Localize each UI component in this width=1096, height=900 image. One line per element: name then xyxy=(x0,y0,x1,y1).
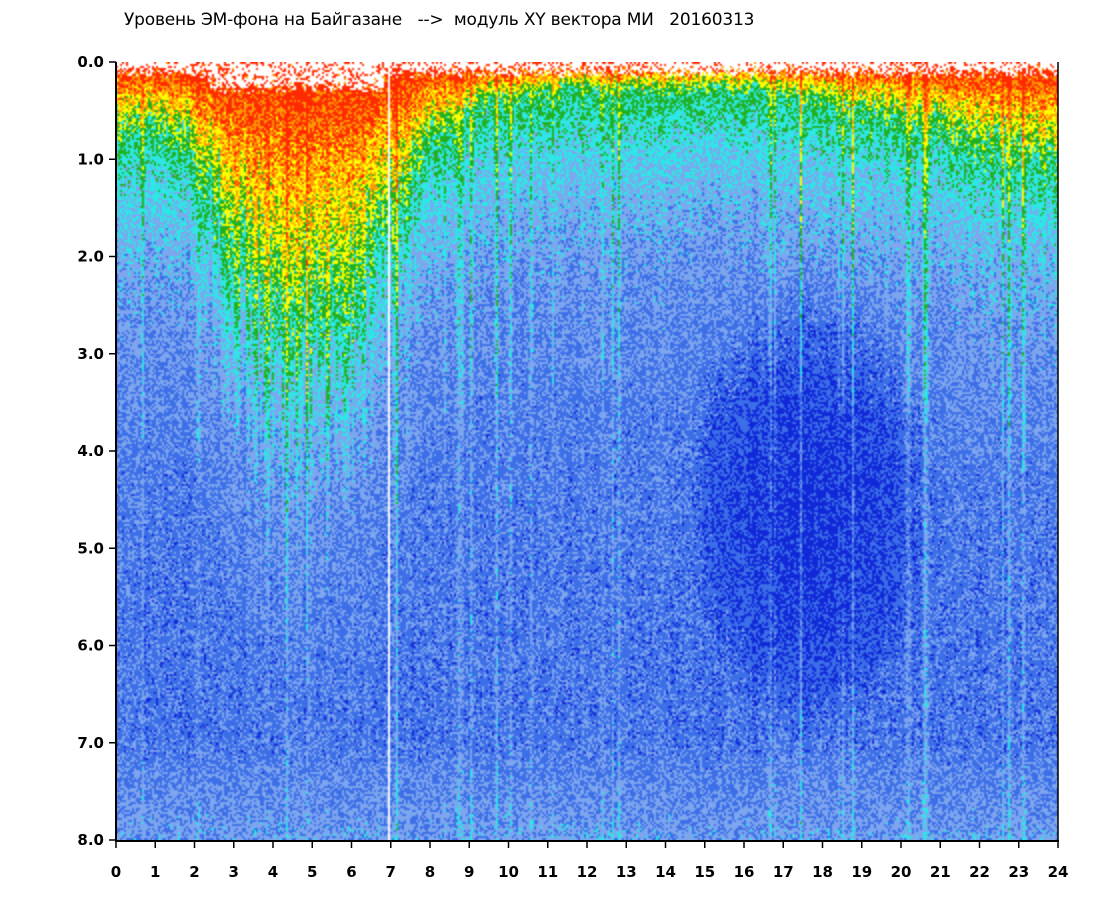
x-tick-label: 18 xyxy=(812,863,833,881)
plot-frame-lines xyxy=(115,62,1059,842)
x-axis-ticks: 0 1 2 3 4 5 6 7 8 9 10 11 12 13 14 15 16 17 18 19 20 21 22 23 24 xyxy=(111,841,1069,881)
x-tick-label: 19 xyxy=(851,863,872,881)
y-tick-label: 3.0 xyxy=(77,345,104,363)
y-axis-ticks: 0.0 1.0 2.0 3.0 4.0 5.0 6.0 7.0 8.0 xyxy=(77,53,116,849)
y-tick-label: 5.0 xyxy=(77,539,104,557)
x-tick-label: 21 xyxy=(930,863,951,881)
x-tick-label: 24 xyxy=(1048,863,1069,881)
x-tick-label: 13 xyxy=(616,863,637,881)
x-tick-label: 10 xyxy=(498,863,519,881)
y-tick-label: 7.0 xyxy=(77,734,104,752)
x-tick-label: 6 xyxy=(346,863,356,881)
x-tick-label: 14 xyxy=(655,863,676,881)
x-tick-label: 23 xyxy=(1008,863,1029,881)
y-tick-label: 2.0 xyxy=(77,248,104,266)
y-tick-label: 6.0 xyxy=(77,637,104,655)
x-tick-label: 8 xyxy=(425,863,435,881)
y-tick-label: 4.0 xyxy=(77,442,104,460)
x-tick-label: 3 xyxy=(229,863,239,881)
y-tick-label: 8.0 xyxy=(77,831,104,849)
x-tick-label: 22 xyxy=(969,863,990,881)
x-tick-label: 12 xyxy=(577,863,598,881)
x-tick-label: 7 xyxy=(386,863,396,881)
y-tick-label: 0.0 xyxy=(77,53,104,71)
x-tick-label: 4 xyxy=(268,863,278,881)
x-tick-label: 15 xyxy=(694,863,715,881)
x-tick-label: 0 xyxy=(111,863,121,881)
y-tick-label: 1.0 xyxy=(77,150,104,168)
spectrogram-heatmap xyxy=(116,62,1058,840)
chart-title: Уровень ЭМ-фона на Байгазане --> модуль … xyxy=(124,10,755,30)
x-tick-label: 11 xyxy=(537,863,558,881)
x-tick-label: 1 xyxy=(150,863,160,881)
x-tick-label: 17 xyxy=(773,863,794,881)
plot-area xyxy=(116,62,1058,840)
x-tick-label: 5 xyxy=(307,863,317,881)
x-tick-label: 16 xyxy=(734,863,755,881)
x-tick-label: 2 xyxy=(189,863,199,881)
x-tick-label: 20 xyxy=(891,863,912,881)
x-tick-label: 9 xyxy=(464,863,474,881)
